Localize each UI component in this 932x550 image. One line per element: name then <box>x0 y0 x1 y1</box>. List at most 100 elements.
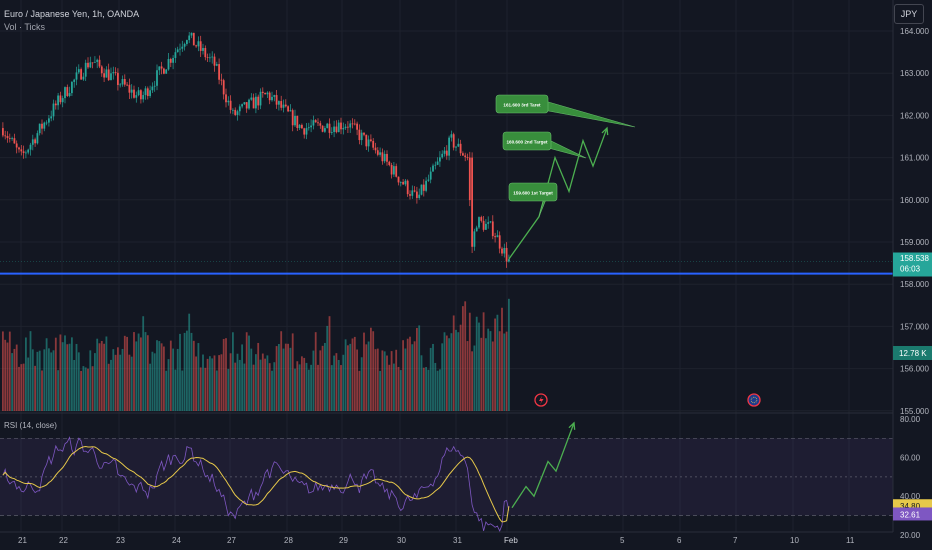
rsi-tick-label: 20.00 <box>900 531 921 540</box>
candle-body <box>45 122 48 124</box>
volume-bar <box>234 362 237 411</box>
candle-body <box>54 103 57 106</box>
target-callout-pointer <box>537 98 636 128</box>
volume-bar <box>197 343 200 411</box>
volume-bar <box>75 343 78 411</box>
candle-body <box>213 56 216 66</box>
candle-body <box>303 128 306 135</box>
candle-body <box>174 52 177 59</box>
volume-bar <box>202 354 204 411</box>
volume-bar <box>397 366 400 411</box>
volume-bar <box>209 356 211 411</box>
volume-bar <box>448 338 450 411</box>
candle-body <box>466 157 469 158</box>
candle-body <box>250 97 253 100</box>
volume-bar <box>71 337 73 411</box>
volume-bar <box>340 365 342 411</box>
volume-bar <box>158 341 161 411</box>
time-tick-label: 22 <box>59 536 68 545</box>
volume-bar <box>174 369 177 411</box>
volume-bar <box>349 343 352 411</box>
volume-bar <box>220 354 223 411</box>
volume-bar <box>298 364 301 411</box>
rsi-tick-label: 60.00 <box>900 454 921 463</box>
volume-bar <box>310 364 312 411</box>
candle-body <box>439 157 441 162</box>
volume-bar <box>68 343 71 411</box>
volume-bar <box>73 359 76 411</box>
price-tick-label: 162.000 <box>900 111 929 120</box>
candle-body <box>324 128 326 132</box>
candle-body <box>468 157 471 201</box>
volume-bar <box>156 340 158 411</box>
candle-body <box>153 85 156 87</box>
volume-bar <box>20 364 23 411</box>
candle-body <box>29 144 32 150</box>
candle-body <box>57 95 59 106</box>
candle-body <box>462 153 464 156</box>
volume-bar <box>466 341 469 411</box>
candle-body <box>282 104 285 108</box>
volume-bar <box>422 367 425 411</box>
volume-bar <box>314 332 317 411</box>
candle-body <box>399 181 402 183</box>
volume-bar <box>6 342 9 411</box>
candle-body <box>114 72 117 73</box>
volume-bar <box>107 363 110 411</box>
candle-body <box>367 139 370 147</box>
candle-body <box>505 247 508 262</box>
candle-body <box>278 101 280 105</box>
candle-body <box>229 100 232 110</box>
candle-body <box>41 123 43 129</box>
time-tick-label: 11 <box>846 536 855 545</box>
candle-body <box>137 90 140 96</box>
candle-body <box>459 143 462 154</box>
candle-body <box>319 123 322 126</box>
volume-bar <box>330 365 333 411</box>
candle-body <box>383 153 386 162</box>
candle-body <box>59 95 62 103</box>
volume-bar <box>301 356 303 411</box>
candle-body <box>31 139 34 145</box>
volume-bar <box>501 307 503 411</box>
candle-body <box>340 122 342 130</box>
candle-body <box>4 135 7 137</box>
candle-body <box>503 247 506 254</box>
candle-body <box>64 87 66 99</box>
candle-body <box>448 137 450 156</box>
volume-bar <box>436 370 439 411</box>
candle-body <box>13 138 16 144</box>
candle-body <box>330 132 333 133</box>
candle-body <box>356 123 358 130</box>
volume-bar <box>126 336 128 411</box>
candle-body <box>360 132 363 141</box>
volume-bar <box>84 367 87 411</box>
candle-body <box>312 120 315 126</box>
candle-body <box>188 35 191 41</box>
volume-bar <box>100 340 103 411</box>
volume-bar <box>236 353 239 411</box>
volume-bar <box>273 362 276 411</box>
volume-bar <box>160 343 163 411</box>
candle-body <box>335 126 338 133</box>
price-tick-label: 155.000 <box>900 407 929 416</box>
volume-bar <box>169 340 172 411</box>
volume-bar <box>307 369 310 411</box>
volume-bar <box>59 334 62 411</box>
event-flash-icon <box>534 393 548 407</box>
candle-body <box>326 123 329 129</box>
volume-bar <box>91 366 94 411</box>
candle-body <box>388 161 391 165</box>
volume-bar <box>4 339 7 411</box>
candle-body <box>478 217 480 228</box>
rsi-ma-line <box>2 446 510 523</box>
volume-bar <box>31 349 34 411</box>
candle-body <box>52 103 55 117</box>
candle-body <box>390 164 393 175</box>
volume-bar <box>133 332 135 411</box>
candle-body <box>273 95 276 97</box>
candle-body <box>123 78 126 85</box>
candle-body <box>496 235 499 238</box>
currency-button[interactable]: JPY <box>894 4 924 24</box>
